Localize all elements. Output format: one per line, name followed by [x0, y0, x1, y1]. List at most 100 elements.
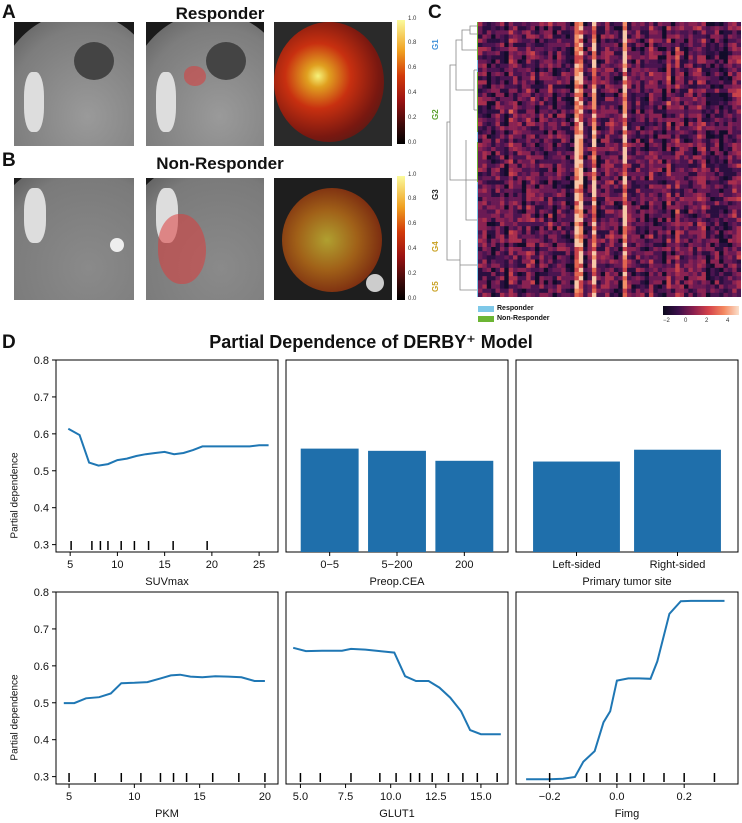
- heatmap-cell: [574, 55, 580, 60]
- heatmap-cell: [609, 113, 615, 119]
- heatmap-cell: [570, 172, 575, 177]
- heatmap-cell: [504, 159, 509, 164]
- heatmap-cell: [504, 192, 509, 198]
- heatmap-cell: [684, 226, 689, 231]
- heatmap-cell: [482, 197, 488, 202]
- heatmap-cell: [508, 126, 514, 131]
- heatmap-cell: [719, 72, 724, 77]
- heatmap-cell: [491, 147, 496, 152]
- x-tick-label: 200: [455, 559, 473, 571]
- heatmap-cell: [526, 242, 531, 248]
- heatmap-cell: [609, 263, 615, 269]
- heatmap-cell: [548, 205, 553, 210]
- heatmap-cell: [648, 292, 654, 297]
- heatmap-cell: [697, 209, 702, 214]
- legend-label-nonresponder: Non-Responder: [497, 315, 550, 322]
- heatmap-cell: [499, 88, 505, 94]
- heatmap-cell: [736, 201, 741, 206]
- heatmap-cell: [583, 247, 588, 252]
- heatmap-cell: [574, 192, 580, 198]
- heatmap-cell: [653, 238, 659, 244]
- heatmap-cell: [596, 284, 602, 289]
- heatmap-cell: [486, 222, 492, 227]
- heatmap-cell: [478, 47, 483, 52]
- heatmap-cell: [513, 176, 518, 181]
- heatmap-cell: [521, 192, 527, 198]
- heatmap-cell: [648, 101, 654, 106]
- heatmap-cell: [591, 92, 597, 98]
- heatmap-cell: [684, 247, 689, 252]
- heatmap-cell: [666, 159, 672, 164]
- heatmap-cell: [727, 151, 733, 156]
- heatmap-cell: [679, 30, 685, 35]
- heatmap-cell: [657, 167, 663, 173]
- heatmap-cell: [705, 255, 711, 260]
- heatmap-cell: [543, 84, 549, 89]
- heatmap-cell: [705, 67, 711, 73]
- heatmap-cell: [578, 242, 584, 248]
- heatmap-cell: [570, 263, 575, 269]
- heatmap-cell: [513, 209, 518, 214]
- heatmap-cell: [591, 84, 597, 89]
- heatmap-cell: [732, 34, 737, 39]
- heatmap-cell: [508, 72, 514, 77]
- heatmap-cell: [561, 84, 566, 89]
- heatmap-cell: [486, 217, 492, 223]
- heatmap-cell: [478, 55, 483, 60]
- heatmap-cell: [478, 155, 483, 160]
- heatmap-cell: [701, 172, 707, 177]
- heatmap-cell: [495, 226, 501, 231]
- heatmap-cell: [504, 251, 509, 256]
- heatmap-cell: [688, 134, 694, 139]
- heatmap-cell: [583, 105, 588, 110]
- heatmap-cell: [613, 213, 619, 219]
- heatmap-cell: [679, 205, 685, 210]
- heatmap-cell: [521, 176, 527, 181]
- heatmap-cell: [723, 138, 729, 144]
- heatmap-cell: [552, 76, 558, 81]
- heatmap-cell: [605, 272, 610, 277]
- heatmap-cell: [499, 26, 505, 31]
- heatmap-cell: [499, 59, 505, 64]
- heatmap-cell: [486, 51, 492, 56]
- heatmap-cell: [609, 38, 615, 44]
- heatmap-cell: [710, 138, 715, 144]
- heatmap-cell: [627, 138, 632, 144]
- heatmap-cell: [714, 134, 720, 139]
- heatmap-cell: [714, 217, 720, 223]
- heatmap-cell: [727, 122, 733, 127]
- heatmap-cell: [587, 72, 593, 77]
- heatmap-cell: [670, 238, 676, 244]
- heatmap-cell: [688, 26, 694, 31]
- heatmap-cell: [635, 272, 641, 277]
- heatmap-cell: [692, 59, 698, 64]
- group-label: G1: [431, 39, 440, 50]
- heatmap-cell: [675, 72, 680, 77]
- heatmap-cell: [486, 34, 492, 39]
- heatmap-cell: [688, 38, 694, 44]
- heatmap-cell: [609, 251, 615, 256]
- heatmap-cell: [543, 192, 549, 198]
- heatmap-cell: [662, 63, 667, 69]
- heatmap-cell: [482, 276, 488, 281]
- heatmap-cell: [504, 76, 509, 81]
- heatmap-cell: [491, 126, 496, 131]
- heatmap-cell: [513, 34, 518, 39]
- heatmap-cell: [732, 292, 737, 297]
- heatmap-cell: [710, 230, 715, 235]
- heatmap-cell: [539, 255, 545, 260]
- heatmap-cell: [591, 280, 597, 285]
- heatmap-cell: [653, 76, 659, 81]
- heatmap-cell: [723, 147, 729, 152]
- heatmap-cell: [727, 155, 733, 160]
- heatmap-cell: [644, 59, 650, 64]
- heatmap-cell: [732, 155, 737, 160]
- heatmap-cell: [530, 230, 536, 235]
- heatmap-cell: [583, 276, 588, 281]
- heatmap-cell: [534, 72, 540, 77]
- heatmap-cell: [548, 142, 553, 148]
- heatmap-cell: [478, 80, 483, 85]
- heatmap-cell: [679, 230, 685, 235]
- heatmap-cell: [482, 51, 488, 56]
